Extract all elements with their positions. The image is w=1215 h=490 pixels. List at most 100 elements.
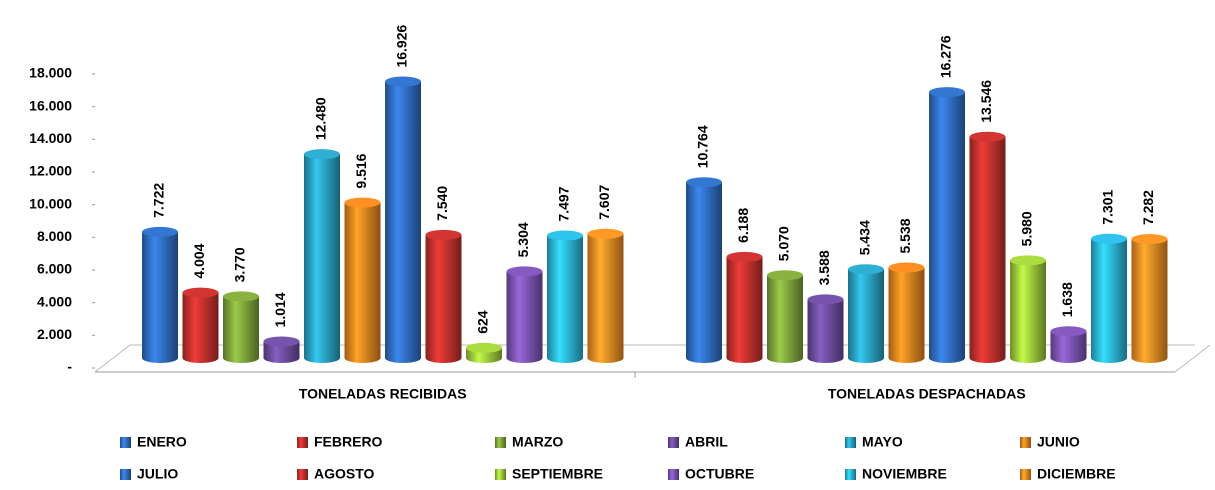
bar — [506, 271, 543, 363]
y-tick-label: 6.000 — [37, 261, 72, 277]
bar-top — [888, 262, 925, 273]
y-tick-label: 12.000 — [29, 163, 72, 179]
bar — [929, 92, 965, 364]
bar-top — [466, 342, 502, 353]
legend-marker — [297, 469, 308, 480]
floor-edge — [1174, 344, 1211, 373]
bar-top — [385, 76, 421, 87]
legend-marker — [495, 437, 506, 448]
bar — [263, 341, 300, 363]
value-label: 13.546 — [978, 80, 994, 123]
value-label: 7.282 — [1140, 190, 1156, 225]
bar-top — [263, 336, 300, 347]
bar-top — [726, 251, 763, 262]
value-label: 16.276 — [938, 35, 954, 78]
legend-label: DICIEMBRE — [1037, 466, 1116, 482]
legend-marker — [845, 469, 856, 480]
legend-label: JUNIO — [1037, 434, 1080, 450]
value-label: 1.014 — [272, 292, 288, 327]
y-tick-label: 2.000 — [37, 326, 72, 342]
value-label: 3.770 — [232, 247, 248, 282]
legend-marker — [120, 469, 131, 480]
bar — [385, 81, 421, 364]
value-label: 5.980 — [1019, 211, 1035, 246]
bar-top — [767, 270, 803, 281]
value-label: 5.304 — [515, 222, 531, 257]
bar-top — [1050, 326, 1087, 337]
value-label: 5.070 — [776, 226, 792, 261]
value-label: 7.497 — [556, 186, 572, 221]
bar — [686, 182, 722, 363]
bar-top — [182, 287, 219, 298]
bar — [142, 231, 178, 363]
bar — [223, 296, 259, 363]
value-label: 624 — [475, 310, 491, 334]
value-label: 1.638 — [1059, 282, 1075, 317]
legend-label: FEBRERO — [314, 434, 383, 450]
y-tick-label: 4.000 — [37, 293, 72, 309]
bar — [1010, 260, 1046, 363]
bar — [1091, 238, 1127, 363]
legend-label: AGOSTO — [314, 466, 375, 482]
bar — [767, 275, 803, 363]
bar — [182, 292, 219, 363]
bar — [969, 136, 1006, 363]
bar — [726, 256, 763, 363]
bar — [587, 233, 624, 363]
bar-top — [929, 87, 965, 98]
bar-top — [142, 226, 178, 237]
legend-label: JULIO — [137, 466, 178, 482]
bar-top — [344, 197, 381, 208]
legend-marker — [668, 437, 679, 448]
y-tick-label: - — [67, 359, 72, 375]
value-label: 7.722 — [151, 183, 167, 218]
value-label: 16.926 — [394, 25, 410, 68]
bar — [425, 234, 462, 363]
legend-marker — [120, 437, 131, 448]
value-label: 3.588 — [816, 250, 832, 285]
y-tick-label: 8.000 — [37, 228, 72, 244]
bar — [547, 235, 583, 363]
bar-top — [304, 149, 340, 160]
legend-label: SEPTIEMBRE — [512, 466, 603, 482]
bar — [1050, 331, 1087, 363]
bar-top — [807, 294, 844, 305]
y-tick-label: 14.000 — [29, 130, 72, 146]
legend-label: ABRIL — [685, 434, 728, 450]
x-tick-label: TONELADAS DESPACHADAS — [828, 386, 1026, 402]
legend-marker — [1020, 469, 1031, 480]
bar-top — [425, 229, 462, 240]
value-label: 7.607 — [596, 185, 612, 220]
bar — [1131, 239, 1168, 363]
legend-marker — [668, 469, 679, 480]
bar-top — [587, 228, 624, 239]
value-label: 12.480 — [313, 97, 329, 140]
x-tick-label: TONELADAS RECIBIDAS — [299, 386, 467, 402]
legend-label: NOVIEMBRE — [862, 466, 947, 482]
bar — [344, 202, 381, 363]
bar — [807, 299, 844, 363]
value-label: 5.538 — [897, 218, 913, 253]
legend-label: MARZO — [512, 434, 563, 450]
y-tick-label: 18.000 — [29, 65, 72, 81]
value-label: 4.004 — [191, 243, 207, 278]
legend-marker — [297, 437, 308, 448]
bar-top — [506, 266, 543, 277]
bar-top — [969, 131, 1006, 142]
value-label: 7.540 — [434, 186, 450, 221]
y-tick-label: 10.000 — [29, 195, 72, 211]
value-label: 10.764 — [695, 125, 711, 168]
bar-top — [848, 264, 884, 275]
bar-top — [1131, 234, 1168, 245]
legend-marker — [845, 437, 856, 448]
bar-top — [1091, 233, 1127, 244]
bar-top — [547, 230, 583, 241]
legend-label: ENERO — [137, 434, 187, 450]
legend-marker — [1020, 437, 1031, 448]
bar-top — [1010, 255, 1046, 266]
legend-label: OCTUBRE — [685, 466, 754, 482]
bar-top — [686, 177, 722, 188]
value-label: 9.516 — [353, 153, 369, 188]
bar-top — [223, 291, 259, 302]
